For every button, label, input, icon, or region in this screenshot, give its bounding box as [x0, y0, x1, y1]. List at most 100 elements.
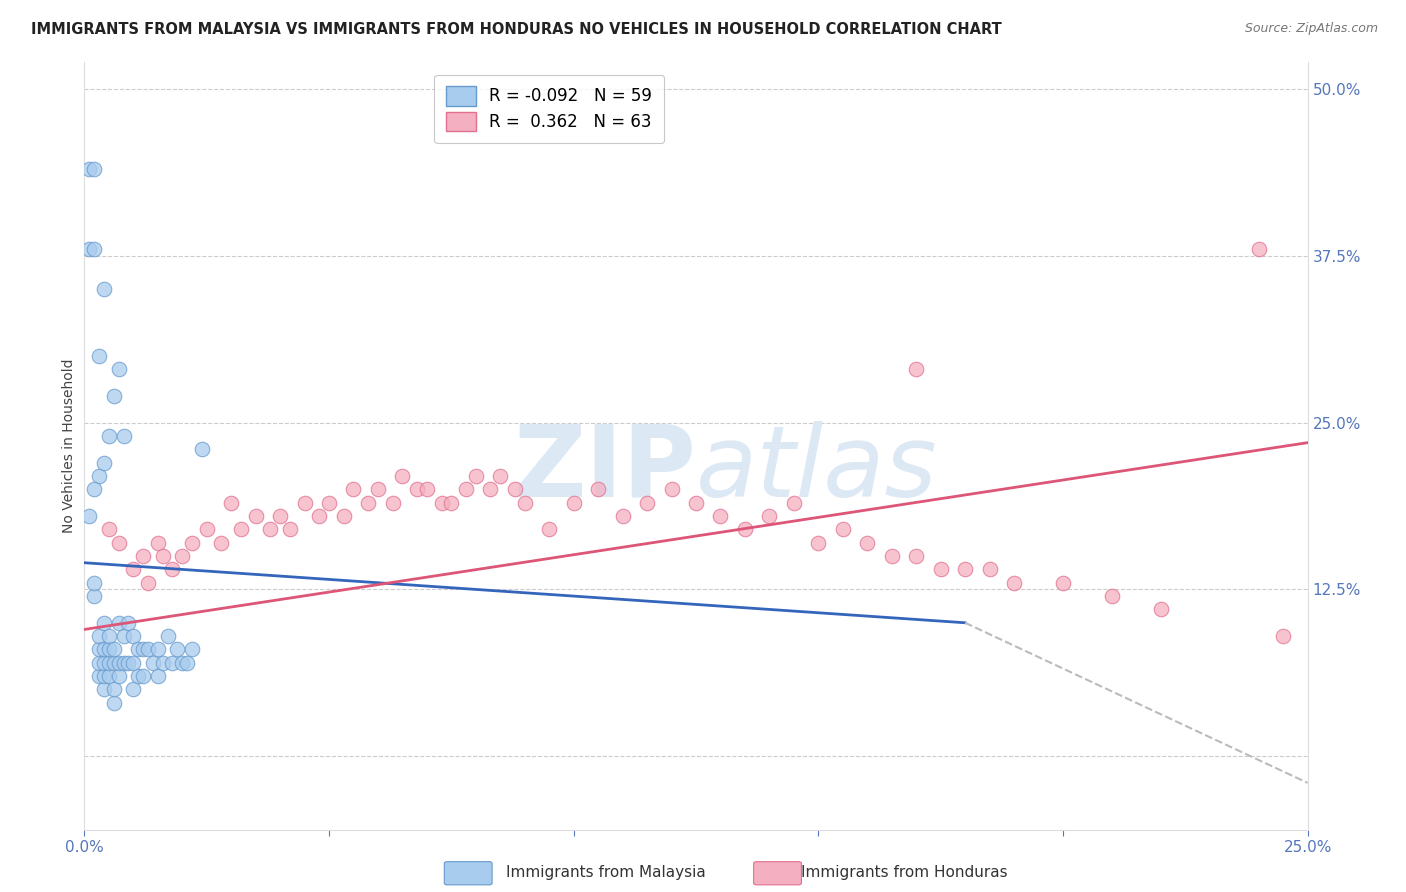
Point [219, 496, 242, 510]
Point [112, 656, 135, 670]
Point [807, 535, 830, 549]
Point [152, 549, 174, 563]
Point [93, 669, 115, 683]
Point [122, 682, 145, 697]
Point [103, 389, 125, 403]
Point [1150, 602, 1173, 616]
Point [103, 642, 125, 657]
Point [636, 496, 658, 510]
Point [391, 469, 413, 483]
Point [97, 669, 120, 683]
Point [381, 496, 404, 510]
Point [357, 496, 380, 510]
Point [97, 429, 120, 443]
Point [661, 483, 683, 497]
Point [107, 615, 129, 630]
Point [136, 642, 159, 657]
Point [856, 535, 879, 549]
Point [132, 549, 155, 563]
Point [586, 483, 609, 497]
Point [127, 669, 149, 683]
Point [880, 549, 903, 563]
Point [979, 562, 1001, 576]
Point [77, 162, 100, 177]
Text: Source: ZipAtlas.com: Source: ZipAtlas.com [1244, 22, 1378, 36]
Point [430, 496, 453, 510]
Point [77, 509, 100, 524]
Point [103, 656, 125, 670]
Point [87, 642, 110, 657]
Text: IMMIGRANTS FROM MALAYSIA VS IMMIGRANTS FROM HONDURAS NO VEHICLES IN HOUSEHOLD CO: IMMIGRANTS FROM MALAYSIA VS IMMIGRANTS F… [31, 22, 1001, 37]
Point [117, 615, 139, 630]
Point [831, 522, 853, 536]
Point [905, 362, 928, 376]
Point [122, 562, 145, 576]
Point [269, 509, 291, 524]
Point [83, 575, 105, 590]
Point [97, 656, 120, 670]
Point [93, 282, 115, 296]
Point [93, 615, 115, 630]
Point [77, 242, 100, 256]
Point [83, 162, 105, 177]
Point [953, 562, 976, 576]
Point [181, 642, 204, 657]
Point [87, 469, 110, 483]
Point [464, 469, 486, 483]
Point [294, 496, 316, 510]
Point [416, 483, 439, 497]
Point [93, 642, 115, 657]
Point [195, 522, 218, 536]
Point [132, 642, 155, 657]
Text: atlas: atlas [696, 420, 938, 517]
Point [122, 656, 145, 670]
Point [152, 656, 174, 670]
Point [191, 442, 214, 457]
Text: Immigrants from Malaysia: Immigrants from Malaysia [506, 865, 706, 880]
Point [136, 575, 159, 590]
Point [229, 522, 252, 536]
Point [245, 509, 267, 524]
Point [612, 509, 634, 524]
Point [332, 509, 354, 524]
Point [479, 483, 502, 497]
Point [146, 642, 169, 657]
Point [259, 522, 281, 536]
Point [783, 496, 806, 510]
Point [83, 589, 105, 603]
Point [146, 669, 169, 683]
Point [97, 642, 120, 657]
Point [685, 496, 707, 510]
Point [162, 562, 184, 576]
Point [87, 629, 110, 643]
Point [734, 522, 756, 536]
Y-axis label: No Vehicles in Household: No Vehicles in Household [62, 359, 76, 533]
Point [112, 429, 135, 443]
Point [1002, 575, 1025, 590]
Point [156, 629, 179, 643]
Point [440, 496, 463, 510]
Point [905, 549, 928, 563]
Point [93, 656, 115, 670]
Point [513, 496, 536, 510]
Point [117, 656, 139, 670]
Point [93, 682, 115, 697]
Point [103, 682, 125, 697]
Point [162, 656, 184, 670]
Point [112, 629, 135, 643]
Point [142, 656, 165, 670]
Point [107, 669, 129, 683]
Point [929, 562, 952, 576]
Point [83, 242, 105, 256]
Text: Immigrants from Honduras: Immigrants from Honduras [801, 865, 1008, 880]
Point [146, 535, 169, 549]
Point [172, 656, 194, 670]
Point [107, 656, 129, 670]
Point [342, 483, 364, 497]
Point [132, 669, 155, 683]
Point [318, 496, 340, 510]
Point [172, 549, 194, 563]
Point [367, 483, 389, 497]
Legend: R = -0.092   N = 59, R =  0.362   N = 63: R = -0.092 N = 59, R = 0.362 N = 63 [434, 75, 664, 143]
Point [181, 535, 204, 549]
